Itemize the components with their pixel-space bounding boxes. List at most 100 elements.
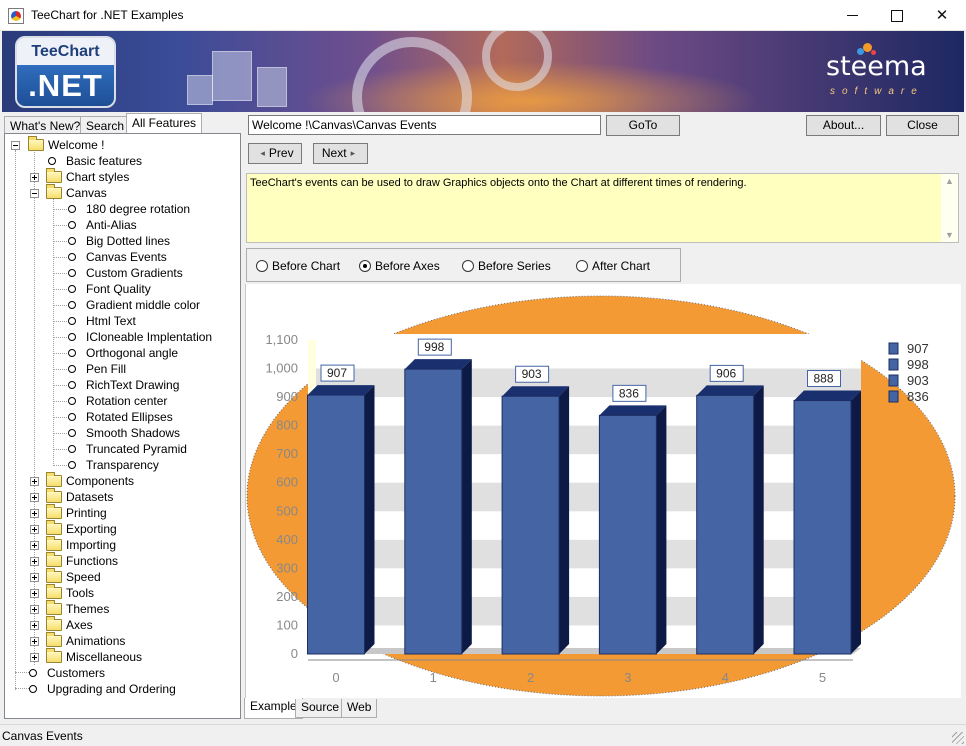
tree-line bbox=[15, 688, 29, 689]
example-path-input[interactable]: Welcome !\Canvas\Canvas Events bbox=[248, 115, 601, 135]
description-box[interactable]: TeeChart's events can be used to draw Gr… bbox=[246, 173, 959, 243]
expand-icon[interactable] bbox=[30, 573, 39, 582]
collapse-icon[interactable] bbox=[30, 189, 39, 198]
radio-label: After Chart bbox=[592, 259, 651, 273]
tree-item-label: Custom Gradients bbox=[86, 266, 183, 280]
tree-item-label: Axes bbox=[66, 618, 93, 632]
prev-button[interactable]: ◂ Prev bbox=[248, 143, 302, 164]
data-label: 903 bbox=[522, 367, 542, 381]
tree-item-label: Components bbox=[66, 474, 135, 488]
leaf-bullet-icon bbox=[68, 381, 76, 389]
legend-item: 998 bbox=[907, 357, 929, 372]
tab-whats-new[interactable]: What's New? bbox=[4, 116, 87, 134]
tree-item-label: Datasets bbox=[66, 490, 114, 504]
data-label-box bbox=[515, 365, 550, 383]
scroll-down-icon[interactable]: ▼ bbox=[945, 230, 954, 240]
goto-button[interactable]: GoTo bbox=[606, 115, 680, 136]
tree-line bbox=[53, 241, 67, 242]
tree-item-label: ICloneable Implentation bbox=[86, 330, 213, 344]
grid-band bbox=[316, 425, 861, 455]
tree-item-label: Big Dotted lines bbox=[86, 234, 171, 248]
expand-icon[interactable] bbox=[30, 557, 39, 566]
leaf-bullet-icon bbox=[68, 413, 76, 421]
radio-circle[interactable] bbox=[359, 260, 371, 272]
expand-icon[interactable] bbox=[30, 589, 39, 598]
tree-item-label: 180 degree rotation bbox=[86, 202, 191, 216]
bar bbox=[598, 414, 657, 655]
tree-line bbox=[53, 449, 67, 450]
collapse-icon[interactable] bbox=[11, 141, 20, 150]
x-tick-label: 0 bbox=[332, 670, 339, 685]
expand-icon[interactable] bbox=[30, 541, 39, 550]
logo-net-text: .NET bbox=[28, 68, 103, 103]
data-label: 906 bbox=[716, 366, 736, 380]
folder-icon bbox=[46, 648, 62, 663]
expand-icon[interactable] bbox=[30, 493, 39, 502]
tree-item-label: Customers bbox=[47, 666, 106, 680]
bar-side bbox=[851, 390, 861, 654]
expand-icon[interactable] bbox=[30, 605, 39, 614]
next-label: Next bbox=[321, 146, 347, 160]
tree-item-label: Truncated Pyramid bbox=[86, 442, 187, 456]
tab-all-features[interactable]: All Features bbox=[126, 113, 203, 134]
banner-cube-decoration bbox=[187, 75, 213, 105]
tree-item-label: Upgrading and Ordering bbox=[47, 682, 176, 696]
expand-icon[interactable] bbox=[30, 653, 39, 662]
radio-circle[interactable] bbox=[576, 260, 588, 272]
tab-search[interactable]: Search bbox=[80, 116, 131, 134]
bar bbox=[404, 368, 463, 655]
banner-cube-decoration bbox=[212, 51, 252, 101]
tree-line bbox=[53, 305, 67, 306]
about-button[interactable]: About... bbox=[806, 115, 881, 136]
radio-circle[interactable] bbox=[462, 260, 474, 272]
expand-icon[interactable] bbox=[30, 525, 39, 534]
tab-source[interactable]: Source bbox=[295, 699, 346, 718]
y-tick-label: 400 bbox=[276, 532, 298, 547]
leaf-bullet-icon bbox=[68, 317, 76, 325]
radio-label: Before Series bbox=[478, 259, 551, 273]
expand-icon[interactable] bbox=[30, 637, 39, 646]
maximize-button[interactable] bbox=[873, 0, 919, 31]
tree-item-label: Animations bbox=[66, 634, 126, 648]
leaf-bullet-icon bbox=[68, 221, 76, 229]
data-label: 907 bbox=[327, 366, 347, 380]
header-banner: TeeChart .NET steema software bbox=[2, 31, 964, 112]
tree-line bbox=[53, 289, 67, 290]
close-button[interactable]: Close bbox=[886, 115, 959, 136]
tree-line bbox=[53, 198, 54, 464]
grid-band bbox=[316, 368, 861, 398]
features-tree[interactable]: Welcome ! Basic features Chart styles Ca… bbox=[4, 133, 241, 719]
y-tick-label: 1,100 bbox=[265, 332, 298, 347]
y-tick-label: 800 bbox=[276, 418, 298, 433]
y-tick-label: 100 bbox=[276, 617, 298, 632]
resize-grip-icon[interactable] bbox=[952, 732, 964, 744]
expand-icon[interactable] bbox=[30, 173, 39, 182]
tree-item-label: Canvas bbox=[66, 186, 107, 200]
folder-icon bbox=[46, 600, 62, 615]
folder-icon bbox=[46, 520, 62, 535]
y-tick-label: 200 bbox=[276, 589, 298, 604]
expand-icon[interactable] bbox=[30, 621, 39, 630]
minimize-button[interactable] bbox=[829, 0, 875, 31]
legend-swatch bbox=[888, 342, 899, 355]
tree-item-label: Basic features bbox=[66, 154, 143, 168]
render-event-group: Before Chart Before Axes Before Series A… bbox=[246, 248, 681, 282]
data-label-box bbox=[320, 364, 355, 382]
close-window-button[interactable]: ✕ bbox=[935, 7, 949, 24]
expand-icon[interactable] bbox=[30, 509, 39, 518]
expand-icon[interactable] bbox=[30, 477, 39, 486]
tab-example[interactable]: Example bbox=[244, 698, 303, 719]
teechart-logo: TeeChart .NET bbox=[15, 36, 116, 108]
bar-top bbox=[696, 385, 764, 396]
bar-chart: 0 100 200 300 400 500 600 700 800 900 1,000 1,100 90… bbox=[246, 295, 956, 697]
tree-line bbox=[15, 150, 16, 690]
scroll-up-icon[interactable]: ▲ bbox=[945, 176, 954, 186]
next-button[interactable]: Next ▸ bbox=[313, 143, 368, 164]
banner-cube-decoration bbox=[257, 67, 287, 107]
radio-circle[interactable] bbox=[256, 260, 268, 272]
chart-panel[interactable]: 0 100 200 300 400 500 600 700 800 900 1,000 1,100 90… bbox=[245, 284, 961, 698]
tab-web[interactable]: Web bbox=[341, 699, 378, 718]
tree-item-label: Tools bbox=[66, 586, 95, 600]
folder-icon bbox=[46, 488, 62, 503]
description-scrollbar[interactable]: ▲ ▼ bbox=[941, 174, 958, 242]
